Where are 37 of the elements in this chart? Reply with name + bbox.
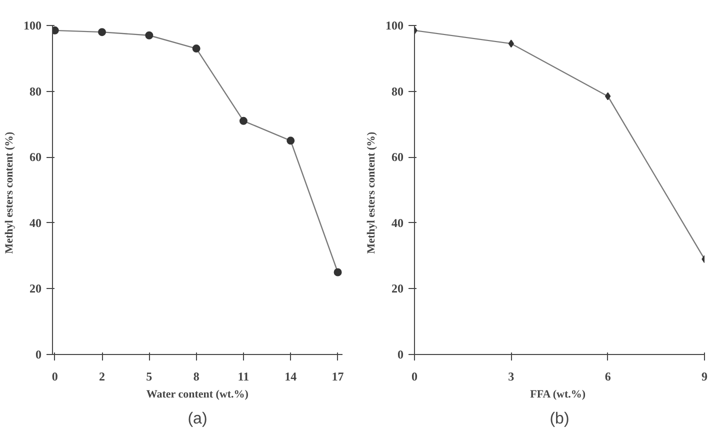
point [98,28,106,36]
x-tick-label: 8 [193,370,200,384]
y-axis-title: Methyl esters content (%) [4,131,16,254]
point [605,92,611,100]
y-tick-label: 40 [30,216,42,230]
y-tick-label: 0 [36,348,42,362]
x-tick-label: 9 [702,370,708,384]
point [145,31,154,40]
point [239,116,248,125]
x-tick-label: 3 [508,370,514,384]
x-tick-label: 6 [604,370,611,384]
x-tick-label: 5 [146,370,152,384]
y-axis-title: Methyl esters content (%) [366,131,378,254]
point [334,268,342,276]
x-axis-title: FFA (wt.%) [530,388,586,400]
y-tick-label: 0 [398,348,404,362]
y-tick-label: 60 [392,150,404,164]
y-tick-label: 20 [392,282,404,296]
y-tick-label: 100 [386,18,404,32]
x-tick-label: 11 [238,370,250,384]
y-tick-label: 20 [30,282,42,296]
y-tick-label: 80 [392,84,404,98]
x-tick-label: 14 [284,370,297,384]
x-tick-label: 0 [412,370,418,384]
point [508,40,514,48]
x-tick-label: 0 [52,370,58,384]
point [192,44,200,53]
y-tick-label: 60 [30,150,42,164]
y-tick-label: 100 [24,18,42,32]
y-tick-label: 80 [30,84,42,98]
y-tick-label: 40 [392,216,404,230]
x-tick-label: 2 [99,370,106,384]
x-axis-title: Water content (wt.%) [146,388,249,400]
x-tick-label: 17 [332,370,344,384]
text: (a) [188,410,208,428]
point [286,136,295,145]
text: (b) [550,410,570,428]
